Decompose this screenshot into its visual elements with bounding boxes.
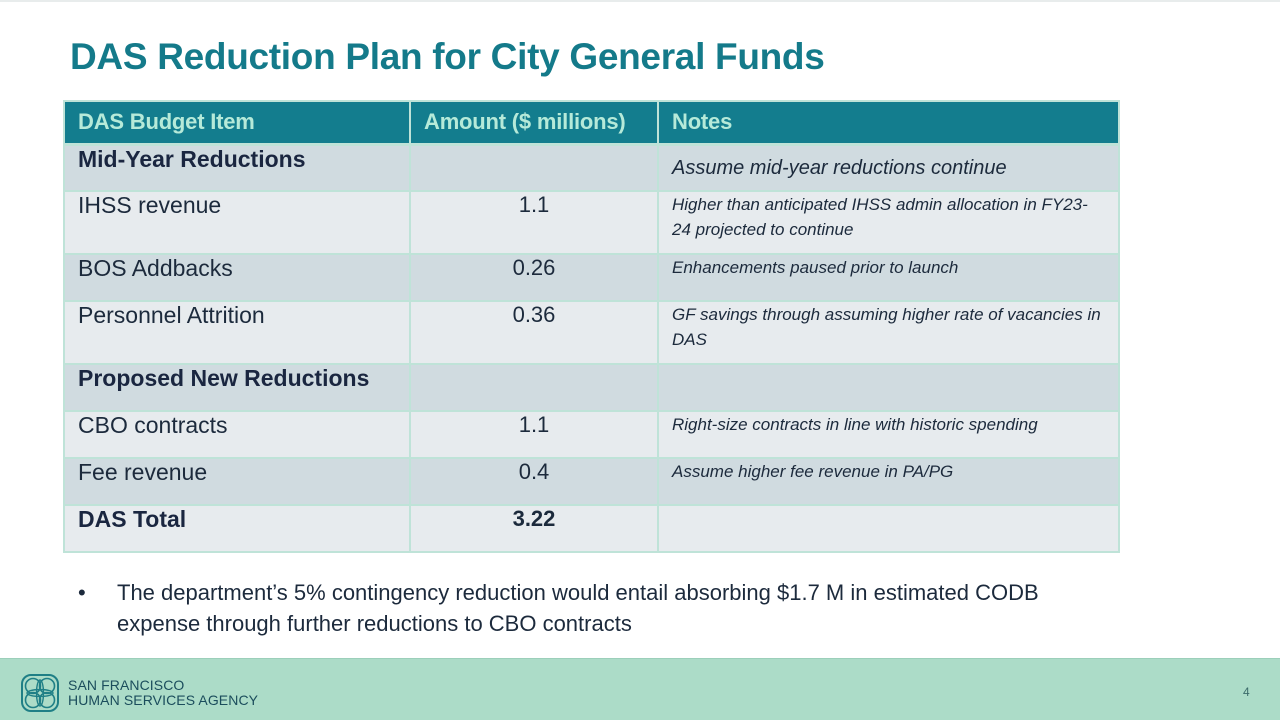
row-note: Right-size contracts in line with histor…	[658, 411, 1120, 459]
row-amount: 1.1	[410, 411, 659, 459]
row-amount: 3.22	[410, 505, 659, 553]
page-number: 4	[1243, 685, 1250, 699]
bullet-text: The department’s 5% contingency reductio…	[117, 580, 1039, 636]
row-item: BOS Addbacks	[64, 254, 411, 302]
row-item: Personnel Attrition	[64, 301, 411, 365]
row-note: GF savings through assuming higher rate …	[658, 301, 1120, 365]
org-line-2: HUMAN SERVICES AGENCY	[68, 692, 259, 708]
row-amount: 0.36	[410, 301, 659, 365]
footer-bar: SAN FRANCISCO HUMAN SERVICES AGENCY 4	[0, 658, 1280, 720]
row-item: Fee revenue	[64, 458, 411, 506]
sf-hsa-logo-icon	[21, 674, 59, 712]
header-budget-item: DAS Budget Item	[64, 101, 411, 146]
total-row: DAS Total 3.22	[64, 505, 1120, 553]
table-row: Fee revenue 0.4 Assume higher fee revenu…	[64, 458, 1120, 506]
bullet-dot-icon: •	[78, 580, 86, 605]
row-note	[658, 505, 1120, 553]
slide-title: DAS Reduction Plan for City General Fund…	[70, 36, 825, 77]
header-amount: Amount ($ millions)	[410, 101, 659, 146]
row-amount	[410, 364, 659, 412]
table-header-row: DAS Budget Item Amount ($ millions) Note…	[64, 101, 1120, 146]
header-notes: Notes	[658, 101, 1120, 146]
row-note: Higher than anticipated IHSS admin alloc…	[658, 191, 1120, 255]
section-row-mid-year: Mid-Year Reductions Assume mid-year redu…	[64, 144, 1120, 192]
row-item: CBO contracts	[64, 411, 411, 459]
top-border-line	[0, 0, 1280, 2]
table-row: CBO contracts 1.1 Right-size contracts i…	[64, 411, 1120, 459]
reduction-plan-table: DAS Budget Item Amount ($ millions) Note…	[63, 100, 1120, 553]
table-row: IHSS revenue 1.1 Higher than anticipated…	[64, 191, 1120, 255]
row-note: Enhancements paused prior to launch	[658, 254, 1120, 302]
row-note: Assume higher fee revenue in PA/PG	[658, 458, 1120, 506]
org-line-1: SAN FRANCISCO	[68, 677, 185, 693]
row-item: Proposed New Reductions	[64, 364, 411, 412]
row-amount	[410, 144, 659, 192]
row-amount: 1.1	[410, 191, 659, 255]
section-row-proposed-new: Proposed New Reductions	[64, 364, 1120, 412]
row-note	[658, 364, 1120, 412]
table-row: Personnel Attrition 0.36 GF savings thro…	[64, 301, 1120, 365]
table-row: BOS Addbacks 0.26 Enhancements paused pr…	[64, 254, 1120, 302]
row-amount: 0.26	[410, 254, 659, 302]
row-item: Mid-Year Reductions	[64, 144, 411, 192]
row-item: IHSS revenue	[64, 191, 411, 255]
row-item: DAS Total	[64, 505, 411, 553]
row-note: Assume mid-year reductions continue	[658, 144, 1120, 192]
row-amount: 0.4	[410, 458, 659, 506]
organization-name: SAN FRANCISCO HUMAN SERVICES AGENCY	[68, 678, 258, 708]
